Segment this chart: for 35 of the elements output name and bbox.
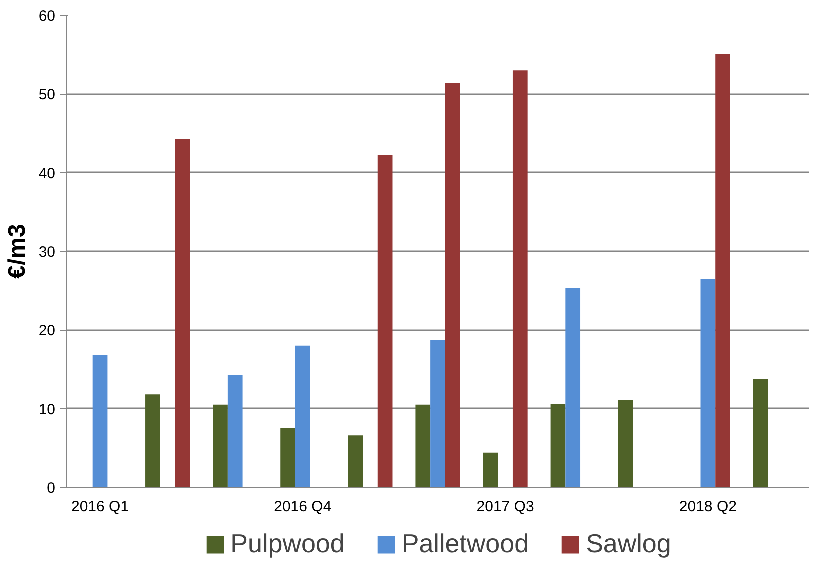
bar: [92, 355, 108, 488]
y-tick-label: 30: [38, 244, 56, 261]
legend-label: Pulpwood: [230, 528, 345, 560]
bar: [416, 404, 431, 488]
bar: [146, 394, 160, 488]
bar: [566, 288, 581, 488]
bar: [213, 404, 228, 488]
y-tick-label: 0: [47, 480, 56, 497]
y-tick-label: 20: [38, 322, 56, 340]
x-tick-label: 2017 Q3: [476, 498, 534, 516]
bar: [175, 139, 190, 488]
bar: [348, 436, 364, 488]
bar: [295, 346, 310, 488]
y-tick-label: 10: [38, 401, 56, 418]
y-tick-label: 50: [38, 86, 56, 104]
legend-label: Sawlog: [586, 528, 672, 560]
x-tick-label: 2016 Q1: [72, 498, 130, 516]
bar: [618, 400, 634, 488]
y-tick-label: 40: [38, 165, 56, 182]
bar: [228, 375, 243, 488]
legend-label: Palletwood: [402, 528, 530, 560]
bar: [512, 70, 528, 488]
x-tick-label: 2018 Q2: [679, 498, 737, 516]
bar: [483, 452, 498, 488]
bar: [445, 83, 460, 488]
bar: [753, 378, 768, 488]
bar: [280, 428, 296, 488]
y-axis-title: €/m3: [4, 224, 31, 279]
bar: [716, 54, 730, 488]
bar: [430, 340, 446, 488]
x-tick-label: 2016 Q4: [274, 498, 332, 516]
bar: [700, 279, 716, 488]
y-tick-label: 60: [38, 8, 56, 25]
bar: [378, 156, 393, 488]
bar: [550, 404, 566, 488]
